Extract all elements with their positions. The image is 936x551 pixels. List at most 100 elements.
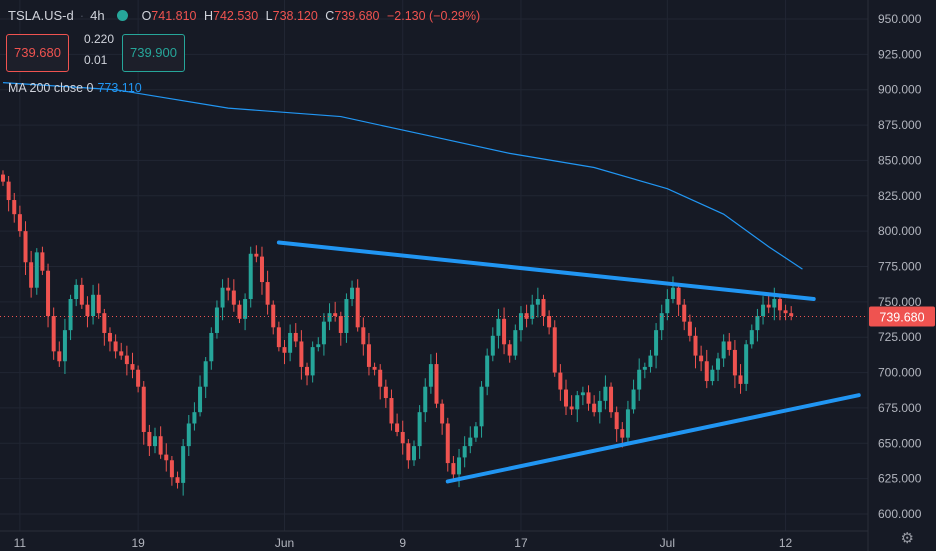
candle-up: [749, 330, 754, 345]
candle-down: [552, 327, 557, 373]
price-tick-label: 650.000: [878, 436, 922, 450]
candle-up: [62, 330, 67, 362]
candle-up: [597, 400, 602, 413]
candle-down: [620, 429, 625, 438]
candle-down: [366, 344, 371, 367]
candle-down: [383, 386, 388, 399]
indicator-value: 773.110: [97, 81, 142, 95]
current-price-line: 739.680: [0, 306, 935, 327]
candle-down: [124, 355, 129, 365]
candle-up: [530, 304, 535, 319]
candle-up: [243, 299, 248, 319]
candle-down: [147, 431, 152, 447]
candle-down: [254, 253, 259, 257]
price-axis[interactable]: 600.000 625.000 650.000 675.000 700.000 725.0…: [867, 0, 922, 551]
candle-up: [198, 386, 203, 413]
candle-down: [704, 361, 709, 382]
candle-down: [361, 327, 366, 345]
candle-up: [428, 364, 433, 387]
candle-up: [670, 287, 675, 300]
gear-icon[interactable]: ⚙: [900, 530, 914, 547]
open-label: O: [141, 8, 152, 23]
candle-down: [547, 316, 552, 328]
price-tick-label: 825.000: [878, 189, 922, 203]
candle-down: [237, 304, 242, 319]
candle-down: [265, 282, 270, 305]
candle-up: [203, 361, 208, 387]
candle-down: [434, 364, 439, 404]
price-tick-label: 850.000: [878, 153, 922, 167]
candle-up: [473, 426, 478, 438]
candle-up: [411, 446, 416, 461]
candle-up: [34, 252, 39, 288]
candle-down: [693, 335, 698, 356]
candle-down: [406, 443, 411, 461]
low-value: 738.120: [272, 8, 318, 23]
change-value: −2.130 (−0.29%): [387, 8, 481, 23]
candle-up: [485, 355, 490, 387]
candle-down: [276, 327, 281, 348]
candle-down: [333, 313, 338, 316]
candle-down: [282, 347, 287, 353]
candle-up: [665, 299, 670, 314]
close-label: C: [325, 8, 335, 23]
low-label: L: [265, 8, 273, 23]
price-tick-label: 625.000: [878, 472, 922, 486]
candle-down: [130, 364, 135, 370]
candle-down: [592, 403, 597, 413]
candle-down: [259, 256, 264, 283]
buy-button[interactable]: 739.900: [122, 34, 185, 72]
candle-down: [164, 454, 169, 461]
candle-down: [395, 423, 400, 432]
candle-down: [569, 406, 574, 410]
candle-up: [417, 412, 422, 447]
candle-down: [783, 310, 788, 314]
candle-down: [79, 284, 84, 305]
candle-up: [186, 423, 191, 447]
lot-size[interactable]: 0.01: [84, 53, 108, 67]
candle-up: [772, 299, 777, 308]
candle-up: [74, 284, 79, 300]
time-tick-label: 11: [14, 536, 27, 550]
symbol-name[interactable]: TSLA.US-d: [8, 8, 74, 23]
candle-up: [321, 321, 326, 345]
timeframe[interactable]: 4h: [90, 8, 105, 23]
candle-up: [423, 386, 428, 413]
ma-200-line: [2, 82, 803, 270]
candle-down: [400, 431, 405, 444]
candle-up: [462, 446, 467, 458]
candle-down: [299, 341, 304, 367]
candle-down: [727, 341, 732, 350]
price-tick-label: 900.000: [878, 83, 922, 97]
candle-up: [659, 313, 664, 331]
candle-down: [440, 403, 445, 424]
candle-up: [580, 392, 585, 396]
price-tick-label: 775.000: [878, 260, 922, 274]
price-tick-label: 700.000: [878, 366, 922, 380]
indicator-legend[interactable]: MA 200 close 0 773.110: [8, 81, 142, 95]
candle-down: [293, 332, 298, 342]
candle-down: [355, 287, 360, 328]
candle-up: [603, 386, 608, 401]
candle-up: [214, 307, 219, 333]
candle-down: [96, 294, 101, 314]
sell-button[interactable]: 739.680: [6, 34, 69, 72]
candle-down: [789, 313, 794, 316]
candle-down: [6, 181, 11, 201]
candle-down: [609, 386, 614, 413]
candle-up: [350, 287, 355, 300]
trendlines[interactable]: [276, 240, 861, 484]
time-axis[interactable]: 1119Jun917Jul12Aug: [0, 530, 936, 550]
current-price-label: 739.680: [879, 310, 924, 324]
time-tick-label: 12: [779, 536, 793, 550]
candle-down: [113, 341, 118, 352]
candle-down: [676, 287, 681, 305]
candle-down: [766, 304, 771, 308]
candle-down: [732, 349, 737, 376]
candle-down: [777, 299, 782, 311]
candle-down: [378, 369, 383, 387]
ohlc-readout: O741.810 H742.530 L738.120 C739.680 −2.1…: [142, 9, 485, 23]
candle-down: [372, 366, 377, 370]
candle-up: [316, 344, 321, 348]
